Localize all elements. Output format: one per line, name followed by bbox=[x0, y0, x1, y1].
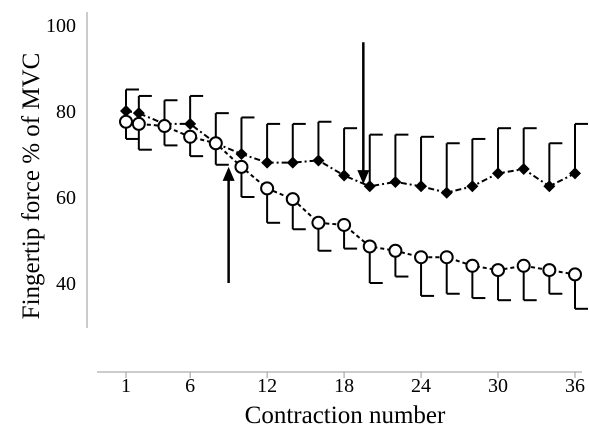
data-point bbox=[120, 105, 132, 117]
data-point bbox=[414, 250, 429, 265]
data-point bbox=[569, 167, 581, 180]
data-point bbox=[285, 192, 300, 207]
data-point bbox=[183, 129, 198, 144]
data-point bbox=[184, 117, 197, 130]
data-point bbox=[235, 148, 248, 160]
x-tick-label: 12 bbox=[257, 375, 277, 397]
x-tick-label: 30 bbox=[488, 375, 508, 397]
data-point bbox=[543, 180, 556, 193]
data-point bbox=[362, 239, 377, 254]
data-point bbox=[234, 159, 249, 174]
data-point bbox=[208, 136, 223, 151]
x-tick-label: 36 bbox=[565, 375, 585, 397]
data-point bbox=[389, 175, 402, 188]
data-point bbox=[466, 180, 479, 193]
data-point bbox=[415, 180, 428, 193]
tick-labels: 1 6 12 18 24 30 36 40 60 80 100 bbox=[46, 15, 585, 397]
data-point bbox=[338, 169, 351, 182]
series-1 bbox=[120, 88, 588, 199]
data-point bbox=[491, 263, 506, 278]
x-tick-label: 24 bbox=[411, 375, 431, 397]
data-point bbox=[492, 167, 505, 180]
series-2 bbox=[119, 114, 588, 310]
data-point bbox=[388, 243, 403, 258]
series-line bbox=[125, 120, 576, 276]
arrow-up-annotation bbox=[222, 166, 235, 283]
data-point bbox=[157, 119, 172, 134]
y-tick-label: 80 bbox=[56, 101, 76, 123]
data-point bbox=[363, 180, 376, 193]
data-point bbox=[286, 156, 299, 169]
data-point bbox=[337, 217, 352, 232]
data-point bbox=[119, 114, 133, 129]
data-point bbox=[440, 186, 453, 199]
y-tick-label: 60 bbox=[56, 187, 76, 209]
data-point bbox=[312, 154, 325, 167]
data-point bbox=[439, 250, 454, 265]
data-point bbox=[516, 258, 531, 273]
arrow-down-annotation bbox=[357, 42, 370, 185]
data-point bbox=[517, 163, 530, 176]
arrow-head bbox=[222, 166, 235, 181]
y-tick-label: 100 bbox=[46, 15, 76, 37]
arrow-head bbox=[357, 170, 370, 185]
data-point bbox=[311, 215, 326, 230]
x-axis-title: Contraction number bbox=[245, 402, 446, 429]
y-tick-label: 40 bbox=[56, 273, 76, 295]
x-tick-label: 18 bbox=[334, 375, 354, 397]
data-point bbox=[260, 181, 275, 196]
x-tick-label: 1 bbox=[121, 375, 131, 397]
data-point bbox=[132, 107, 145, 120]
data-point bbox=[131, 116, 146, 131]
data-point bbox=[568, 267, 582, 282]
series-layer bbox=[119, 88, 588, 310]
data-point bbox=[542, 263, 557, 278]
annotations bbox=[222, 42, 370, 283]
x-tick-label: 6 bbox=[185, 375, 195, 397]
y-axis-title: Fingertip force % of MVC bbox=[18, 53, 45, 320]
axes bbox=[86, 12, 582, 378]
data-point bbox=[261, 156, 274, 169]
data-point bbox=[465, 258, 480, 273]
